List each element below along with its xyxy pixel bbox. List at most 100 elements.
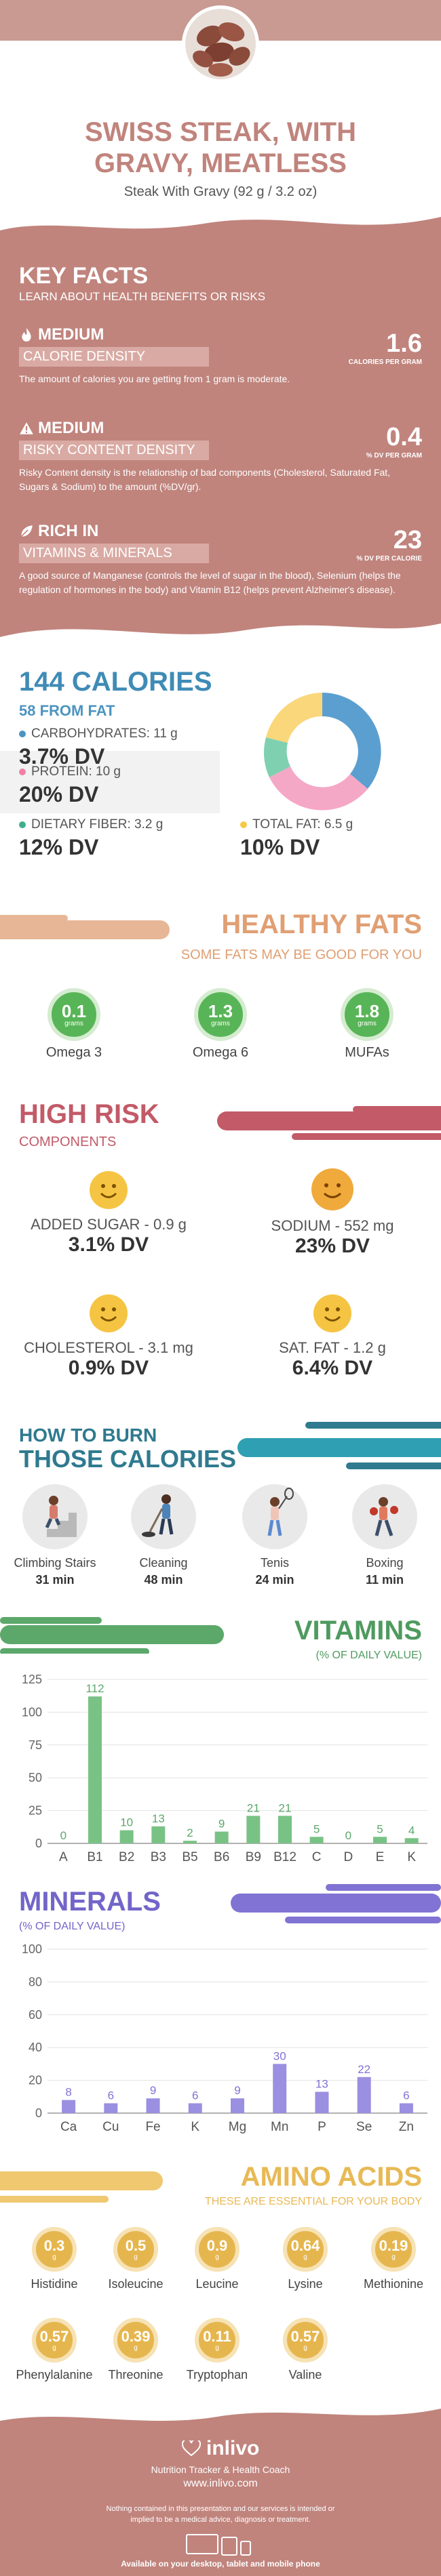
mineral-category-label: Cu (102, 2120, 119, 2134)
footer-wave (0, 2402, 441, 2421)
vitamin-value-label: 9 (218, 1818, 225, 1831)
macro-total-fat: TOTAL FAT: 6.5 g 10% DV (240, 817, 353, 860)
decor-bar (346, 1463, 441, 1469)
amino-title: AMINO ACIDS (240, 2162, 422, 2192)
mineral-bar-fe (146, 2098, 160, 2113)
food-photo (182, 5, 259, 83)
amino-value: 0.11 (203, 2327, 231, 2345)
mineral-value-label: 13 (315, 2078, 328, 2091)
cleaning-icon (131, 1484, 196, 1549)
vitamin-value-label: 112 (85, 1682, 104, 1695)
healthy-fats-subtitle: SOME FATS MAY BE GOOD FOR YOU (180, 947, 422, 962)
mineral-category-label: K (191, 2120, 199, 2134)
vitamin-category-label: A (59, 1850, 68, 1864)
dot-icon (19, 731, 26, 737)
mineral-ytick-label: 20 (28, 2074, 42, 2087)
vitamin-category-label: B1 (87, 1850, 102, 1864)
activity-name: Climbing Stairs (14, 1556, 96, 1570)
vitamin-bar-b9 (246, 1816, 261, 1843)
amino-unit: g (391, 2253, 396, 2261)
amino-unit: g (52, 2344, 56, 2352)
heart-icon (181, 2438, 201, 2457)
serving-size: Steak With Gravy (92 g / 3.2 oz) (123, 184, 318, 199)
decor-bar (292, 1133, 441, 1140)
mineral-category-label: Ca (60, 2120, 77, 2134)
amino-unit: g (303, 2253, 307, 2261)
amino-badge: 0.19 g (371, 2227, 416, 2272)
vitamin-value-label: 10 (120, 1816, 133, 1829)
mineral-bar-p (315, 2091, 329, 2113)
amino-name: Valine (288, 2368, 322, 2381)
amino-badge: 0.39 g (113, 2318, 158, 2363)
fact-number: 23 (393, 526, 422, 554)
mineral-bar-ca (62, 2100, 76, 2113)
macro-label: CARBOHYDRATES: 11 g (31, 727, 178, 741)
minerals-subtitle: (% OF DAILY VALUE) (19, 1921, 126, 1932)
activity-boxing: Boxing 11 min (334, 1484, 436, 1587)
amino-item-isoleucine: 0.5 g Isoleucine (92, 2227, 180, 2291)
mineral-ytick-label: 100 (22, 1942, 42, 1956)
amino-name: Leucine (195, 2277, 239, 2291)
risk-sat-fat: SAT. FAT - 1.2 g 6.4% DV (231, 1294, 434, 1380)
fact-value: 23 % DV PER CALORIE (356, 526, 422, 563)
risk-label: ADDED SUGAR - 0.9 g (31, 1216, 187, 1233)
boxing-icon (352, 1484, 417, 1549)
dot-icon (19, 769, 26, 775)
fact-label: CALORIE DENSITY (19, 347, 209, 367)
vitamin-bar-b5 (183, 1841, 197, 1843)
fact-number: 0.4 (386, 423, 422, 451)
climbing-stairs-icon (22, 1484, 88, 1549)
fact-risky-content: MEDIUM RISKY CONTENT DENSITY 0.4 % DV PE… (19, 419, 422, 494)
fact-description: The amount of calories you are getting f… (19, 373, 290, 384)
amino-value: 0.39 (121, 2327, 151, 2345)
mineral-ytick-label: 40 (28, 2041, 42, 2054)
amino-unit: g (134, 2344, 138, 2352)
amino-name: Phenylalanine (16, 2368, 93, 2381)
amino-item-valine: 0.57 g Valine (261, 2318, 349, 2382)
key-facts-section: KEY FACTS LEARN ABOUT HEALTH BENEFITS OR… (0, 203, 441, 644)
high-risk-subtitle: COMPONENTS (19, 1134, 117, 1149)
mineral-value-label: 6 (403, 2089, 409, 2102)
amino-unit: g (215, 2344, 219, 2352)
title-line-2: GRAVY, MEATLESS (94, 148, 347, 178)
flame-icon (22, 328, 31, 342)
smiley-icon (90, 1171, 128, 1209)
amino-item-leucine: 0.9 g Leucine (173, 2227, 261, 2291)
vitamin-value-label: 5 (377, 1822, 383, 1835)
vitamin-ytick-label: 100 (22, 1705, 42, 1719)
amino-badge: 0.5 g (113, 2227, 158, 2272)
fat-omega3: 0.1 grams Omega 3 (30, 988, 118, 1061)
brand-url[interactable]: www.inlivo.com (183, 2478, 258, 2489)
mineral-value-label: 6 (108, 2089, 114, 2102)
amino-unit: g (215, 2253, 219, 2261)
amino-item-tryptophan: 0.11 g Tryptophan (173, 2318, 261, 2382)
disclaimer: Nothing contained in this presentation a… (106, 2505, 335, 2524)
donut-slice-protein (269, 766, 368, 811)
vitamin-category-label: B5 (182, 1850, 197, 1864)
vitamin-category-label: E (376, 1850, 385, 1864)
decor-bar (237, 1438, 441, 1457)
mineral-value-label: 9 (234, 2084, 240, 2097)
healthy-fats-title: HEALTHY FATS (221, 909, 422, 939)
activity-minutes: 11 min (365, 1573, 404, 1587)
mineral-bar-zn (399, 2103, 413, 2113)
macro-dietary-fiber: DIETARY FIBER: 3.2 g 12% DV (19, 817, 163, 860)
mineral-category-label: Mn (271, 2120, 288, 2134)
amino-badge: 0.57 g (283, 2318, 328, 2363)
amino-value: 0.9 (206, 2236, 228, 2254)
dot-icon (19, 821, 26, 828)
vitamin-category-label: B6 (214, 1850, 229, 1864)
fact-value: 1.6 CALORIES PER GRAM (349, 329, 422, 366)
minerals-section: MINERALS (% OF DAILY VALUE) 0 20 40 60 80 100… (0, 1877, 441, 2151)
title-line-1: SWISS STEAK, WITH (85, 117, 356, 147)
mineral-bar-se (357, 2077, 371, 2113)
risk-dv: 0.9% DV (68, 1357, 149, 1379)
vitamins-decor (0, 1617, 224, 1654)
decor-bar (0, 920, 170, 939)
amino-acids-section: AMINO ACIDS THESE ARE ESSENTIAL FOR YOUR… (0, 2151, 441, 2402)
fact-unit: % DV PER GRAM (366, 452, 422, 459)
decor-bar (217, 1111, 441, 1130)
fat-name: Omega 3 (45, 1045, 102, 1060)
fact-level: MEDIUM (38, 419, 104, 437)
vitamin-value-label: 2 (187, 1826, 193, 1839)
